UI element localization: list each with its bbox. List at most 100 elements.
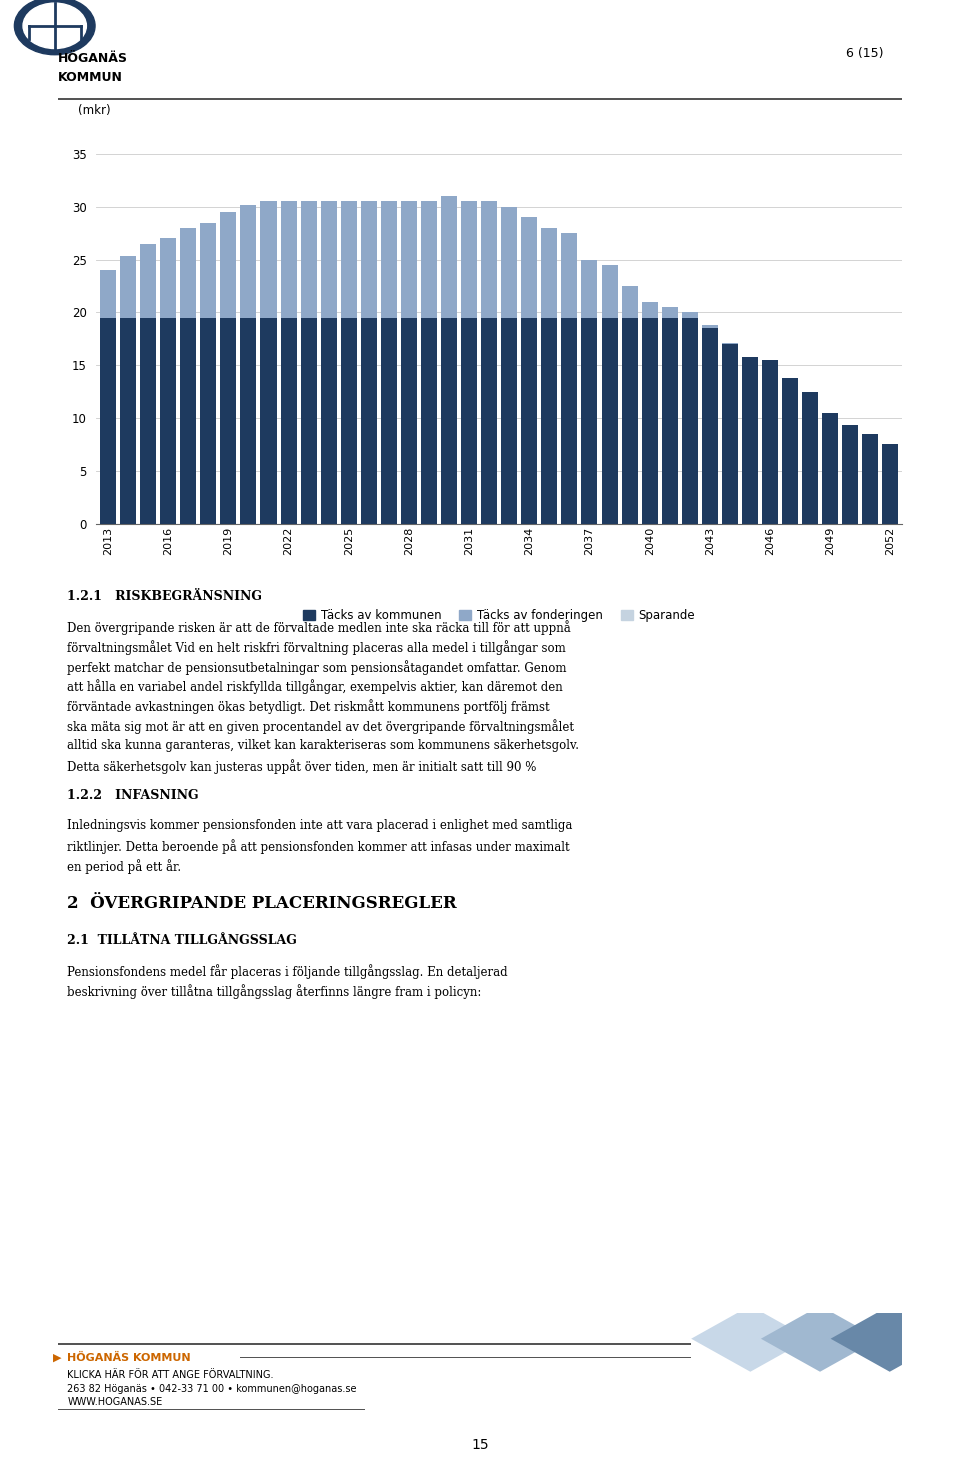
Bar [100,270,116,317]
Bar [421,317,437,524]
Bar [240,205,256,317]
Text: ▶: ▶ [53,1353,61,1363]
Text: 1.2.2   INFASNING: 1.2.2 INFASNING [67,789,199,802]
Text: Den övergripande risken är att de förvaltade medlen inte ska räcka till för att : Den övergripande risken är att de förval… [67,620,571,634]
Text: att hålla en variabel andel riskfyllda tillgångar, exempelvis aktier, kan däremo: att hålla en variabel andel riskfyllda t… [67,680,563,695]
Bar [321,317,337,524]
Bar [221,317,236,524]
Bar [120,317,136,524]
Bar [100,317,116,524]
Bar [521,317,538,524]
Bar [300,317,317,524]
Text: beskrivning över tillåtna tillgångsslag återfinns längre fram i policyn:: beskrivning över tillåtna tillgångsslag … [67,984,482,999]
Text: KLICKA HÄR FÖR ATT ANGE FÖRVALTNING.: KLICKA HÄR FÖR ATT ANGE FÖRVALTNING. [67,1370,274,1381]
Legend: Täcks av kommunen, Täcks av fonderingen, Sparande: Täcks av kommunen, Täcks av fonderingen,… [299,605,700,627]
Text: 263 82 Höganäs • 042-33 71 00 • kommunen@hoganas.se: 263 82 Höganäs • 042-33 71 00 • kommunen… [67,1384,357,1394]
Bar [280,202,297,317]
Bar [621,317,637,524]
Bar [582,260,597,317]
Text: 1.2.1   RISKBEGRÄNSNING: 1.2.1 RISKBEGRÄNSNING [67,590,262,603]
Text: perfekt matchar de pensionsutbetalningar som pensionsåtagandet omfattar. Genom: perfekt matchar de pensionsutbetalningar… [67,659,566,674]
Text: Detta säkerhetsgolv kan justeras uppåt över tiden, men är initialt satt till 90 : Detta säkerhetsgolv kan justeras uppåt ö… [67,760,537,774]
Bar [180,317,196,524]
Bar [421,202,437,317]
Polygon shape [830,1305,948,1372]
Bar [682,313,698,317]
Bar [582,317,597,524]
Bar [401,317,417,524]
Bar [762,360,778,524]
Bar [441,196,457,317]
Bar [461,317,477,524]
Bar [321,202,337,317]
Text: HÖGANÄS: HÖGANÄS [58,52,128,65]
Bar [381,317,396,524]
Bar [341,202,357,317]
Bar [140,243,156,317]
Bar [221,212,236,317]
Bar [621,286,637,317]
Text: 2.1  TILLÅTNA TILLGÅNGSSLAG: 2.1 TILLÅTNA TILLGÅNGSSLAG [67,935,297,947]
Bar [160,239,177,317]
Text: förväntade avkastningen ökas betydligt. Det riskmått kommunens portfölj främst: förväntade avkastningen ökas betydligt. … [67,699,550,714]
Bar [441,317,457,524]
Bar [661,317,678,524]
Text: 15: 15 [471,1438,489,1451]
Bar [602,317,617,524]
Text: förvaltningsmålet Vid en helt riskfri förvaltning placeras alla medel i tillgång: förvaltningsmålet Vid en helt riskfri fö… [67,640,566,655]
Circle shape [14,0,95,55]
Bar [381,202,396,317]
Text: Inledningsvis kommer pensionsfonden inte att vara placerad i enlighet med samtli: Inledningsvis kommer pensionsfonden inte… [67,819,572,832]
Bar [481,317,497,524]
Bar [641,302,658,317]
Bar [140,317,156,524]
Bar [742,357,758,524]
Text: Pensionsfondens medel får placeras i följande tillgångsslag. En detaljerad: Pensionsfondens medel får placeras i föl… [67,965,508,979]
Bar [260,202,276,317]
Bar [521,217,538,317]
Text: 2  ÖVERGRIPANDE PLACERINGSREGLER: 2 ÖVERGRIPANDE PLACERINGSREGLER [67,895,457,912]
Bar [201,317,216,524]
Bar [682,317,698,524]
Bar [842,425,858,524]
Text: 6 (15): 6 (15) [846,47,883,60]
Bar [862,434,878,524]
Bar [562,233,577,317]
Bar [461,202,477,317]
Bar [501,317,517,524]
Bar [541,227,558,317]
Bar [702,324,718,327]
Circle shape [23,3,86,49]
Bar [240,317,256,524]
Bar [782,378,798,524]
Bar [201,223,216,317]
Bar [481,202,497,317]
Text: en period på ett år.: en period på ett år. [67,858,181,873]
Bar [300,202,317,317]
Bar [361,202,377,317]
Bar [260,317,276,524]
Bar [641,317,658,524]
Text: (mkr): (mkr) [78,103,110,117]
Bar [702,327,718,524]
Bar [722,344,738,524]
Bar [401,202,417,317]
Polygon shape [761,1305,879,1372]
Bar [280,317,297,524]
Polygon shape [691,1305,809,1372]
Bar [602,266,617,317]
Text: KOMMUN: KOMMUN [58,71,123,84]
Bar [160,317,177,524]
Bar [822,413,838,524]
Text: ska mäta sig mot är att en given procentandel av det övergripande förvaltningsmå: ska mäta sig mot är att en given procent… [67,720,574,735]
Bar [541,317,558,524]
Bar [882,444,899,524]
Bar [501,207,517,317]
Text: WWW.HOGANAS.SE: WWW.HOGANAS.SE [67,1397,162,1407]
Bar [180,227,196,317]
Bar [803,391,818,524]
Bar [361,317,377,524]
Text: HÖGANÄS KOMMUN: HÖGANÄS KOMMUN [67,1353,191,1363]
Bar [562,317,577,524]
Bar [341,317,357,524]
